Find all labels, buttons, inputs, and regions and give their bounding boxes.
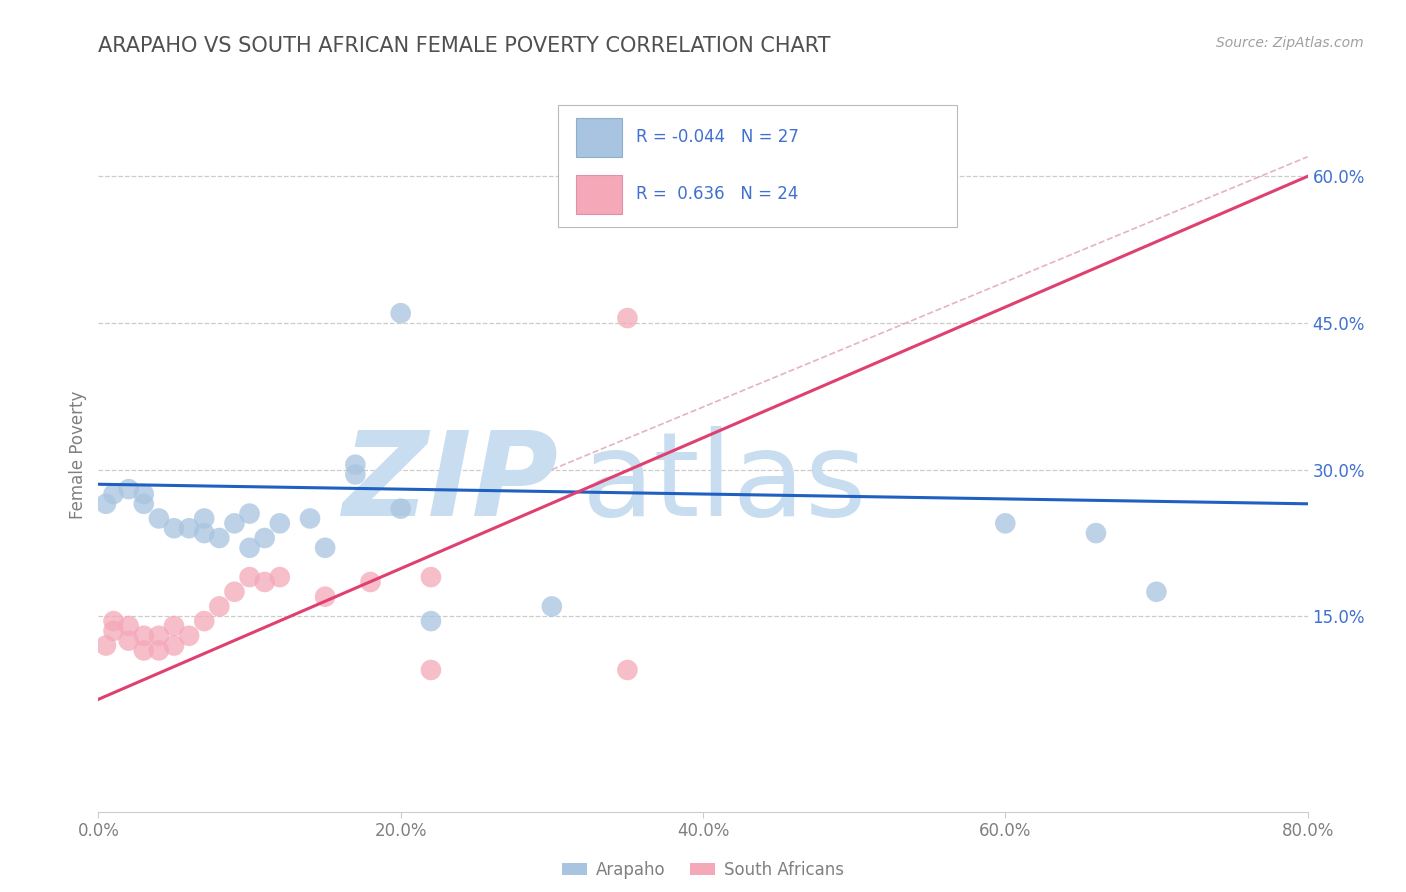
FancyBboxPatch shape [558, 105, 957, 227]
Point [148, 511, 170, 525]
Bar [576, 118, 621, 157]
Point [420, 663, 443, 677]
Point [179, 629, 201, 643]
Y-axis label: Female Poverty: Female Poverty [69, 391, 87, 519]
Point [616, 663, 638, 677]
Point [148, 643, 170, 657]
Point [420, 614, 443, 628]
Point [224, 584, 246, 599]
Point [239, 570, 262, 584]
Point [389, 501, 412, 516]
Point [94, 639, 117, 653]
Point [132, 629, 155, 643]
Point [118, 619, 141, 633]
Point [253, 574, 276, 589]
Point [148, 629, 170, 643]
Text: R =  0.636   N = 24: R = 0.636 N = 24 [637, 186, 799, 203]
Point [239, 541, 262, 555]
Point [163, 521, 186, 535]
Point [269, 570, 291, 584]
Point [118, 633, 141, 648]
Point [163, 639, 186, 653]
Point [616, 311, 638, 326]
Point [994, 516, 1017, 531]
Point [163, 619, 186, 633]
Point [132, 497, 155, 511]
Point [208, 531, 231, 545]
Point [94, 497, 117, 511]
Point [193, 511, 215, 525]
Point [344, 458, 367, 472]
Point [193, 526, 215, 541]
Point [132, 643, 155, 657]
Point [360, 574, 382, 589]
Point [1144, 584, 1167, 599]
Point [314, 541, 336, 555]
Point [299, 511, 322, 525]
Point [193, 614, 215, 628]
Point [224, 516, 246, 531]
Point [1085, 526, 1108, 541]
Text: ARAPAHO VS SOUTH AFRICAN FEMALE POVERTY CORRELATION CHART: ARAPAHO VS SOUTH AFRICAN FEMALE POVERTY … [98, 36, 831, 55]
Point [179, 521, 201, 535]
Text: atlas: atlas [582, 426, 868, 541]
Point [389, 306, 412, 320]
Text: Source: ZipAtlas.com: Source: ZipAtlas.com [1216, 36, 1364, 50]
Point [239, 507, 262, 521]
Point [132, 487, 155, 501]
Text: R = -0.044   N = 27: R = -0.044 N = 27 [637, 128, 800, 146]
Point [103, 624, 125, 638]
Point [118, 482, 141, 496]
Point [103, 487, 125, 501]
Bar [576, 175, 621, 214]
Point [103, 614, 125, 628]
Legend: Arapaho, South Africans: Arapaho, South Africans [555, 855, 851, 886]
Point [269, 516, 291, 531]
Point [253, 531, 276, 545]
Point [420, 570, 443, 584]
Point [208, 599, 231, 614]
Point [314, 590, 336, 604]
Text: ZIP: ZIP [342, 426, 558, 541]
Point [344, 467, 367, 482]
Point [540, 599, 562, 614]
